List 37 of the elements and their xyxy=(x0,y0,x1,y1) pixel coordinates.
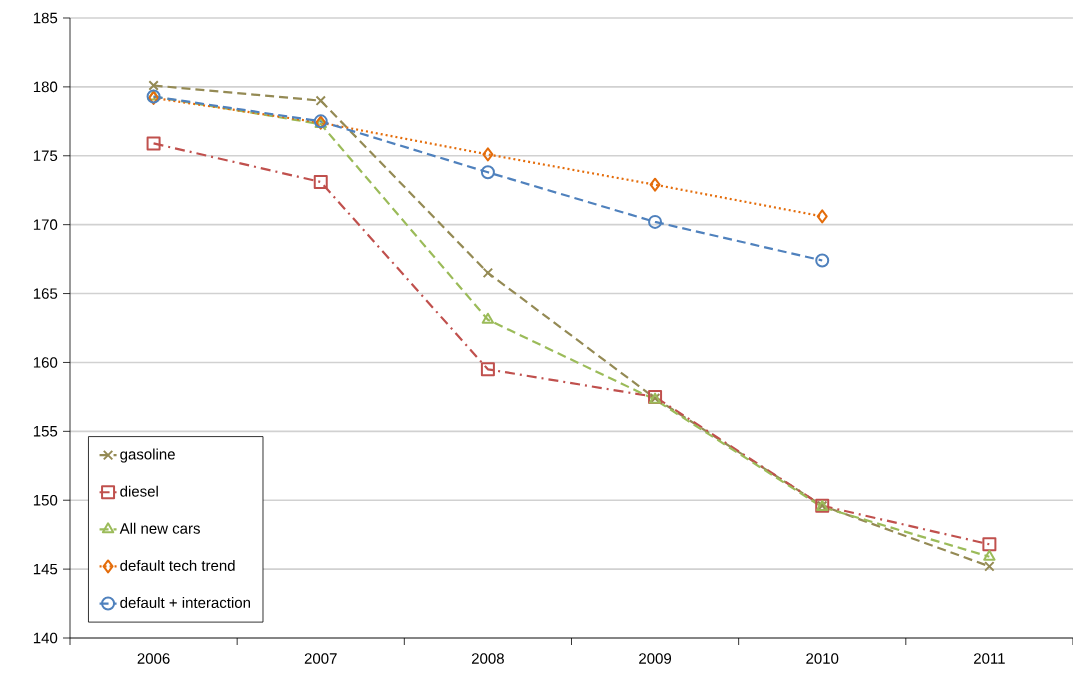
point xyxy=(480,165,495,180)
y-tick-label: 140 xyxy=(33,632,58,644)
x-tick-label: 2009 xyxy=(639,653,672,664)
y-tick-label: 165 xyxy=(33,288,58,299)
x-tick-label: 2008 xyxy=(471,653,504,664)
y-tick-label: 185 xyxy=(33,12,58,24)
point xyxy=(315,95,326,106)
point xyxy=(313,174,328,189)
point xyxy=(982,537,997,552)
y-tick-label: 155 xyxy=(33,426,58,437)
x-tick-label: 2011 xyxy=(974,653,1005,664)
y-tick-label: 145 xyxy=(33,563,58,575)
point xyxy=(481,312,495,324)
y-tick-label: 170 xyxy=(33,219,58,230)
x-tick-label: 2006 xyxy=(137,653,170,664)
point xyxy=(649,177,661,192)
point xyxy=(648,214,663,229)
legend-label: All new cars xyxy=(119,522,200,534)
legend-label: default + interaction xyxy=(120,596,250,608)
point xyxy=(482,147,494,162)
y-tick-label: 150 xyxy=(33,494,58,506)
point xyxy=(815,253,830,268)
legend-label: default tech trend xyxy=(120,559,235,571)
legend-label: gasoline xyxy=(120,448,175,463)
y-tick-label: 180 xyxy=(33,81,58,93)
point xyxy=(480,362,495,377)
x-tick-label: 2010 xyxy=(806,653,839,664)
point xyxy=(146,136,161,151)
y-tick-label: 160 xyxy=(33,357,58,368)
y-tick-label: 175 xyxy=(33,150,58,161)
point xyxy=(984,561,995,572)
point xyxy=(816,209,828,224)
point xyxy=(148,80,159,91)
legend-label: diesel xyxy=(120,485,158,497)
point xyxy=(983,549,996,561)
point xyxy=(482,267,494,279)
x-tick-label: 2007 xyxy=(304,653,337,664)
